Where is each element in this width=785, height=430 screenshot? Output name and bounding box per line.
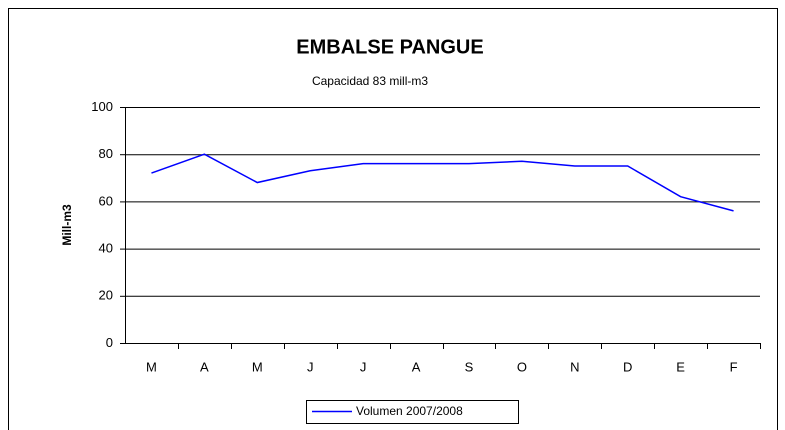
x-tick-label: J [307, 359, 314, 374]
x-tick-label: J [360, 359, 367, 374]
y-tick-label: 40 [99, 241, 113, 256]
chart-frame [8, 8, 778, 430]
x-tick-label: M [146, 359, 157, 374]
chart-subtitle: Capacidad 83 mill-m3 [312, 74, 428, 88]
data-line [151, 153, 734, 212]
y-axis-label: Mill-m3 [60, 204, 74, 246]
x-tick-label: A [412, 359, 421, 374]
x-tick-label: E [676, 359, 685, 374]
legend [306, 400, 519, 424]
x-tick-label: O [517, 359, 527, 374]
y-tick-label: 60 [99, 193, 113, 208]
chart-title: EMBALSE PANGUE [296, 36, 483, 58]
y-tick-label: 0 [106, 335, 113, 350]
x-tick-label: F [730, 359, 738, 374]
x-tick-label: S [465, 359, 474, 374]
x-tick-label: N [570, 359, 579, 374]
x-tick-label: A [200, 359, 209, 374]
x-tick-label: M [252, 359, 263, 374]
y-tick-label: 80 [99, 146, 113, 161]
y-tick-label: 100 [91, 99, 113, 114]
y-tick-label: 20 [99, 288, 113, 303]
x-tick-label: D [623, 359, 632, 374]
legend-label: Volumen 2007/2008 [356, 404, 463, 418]
